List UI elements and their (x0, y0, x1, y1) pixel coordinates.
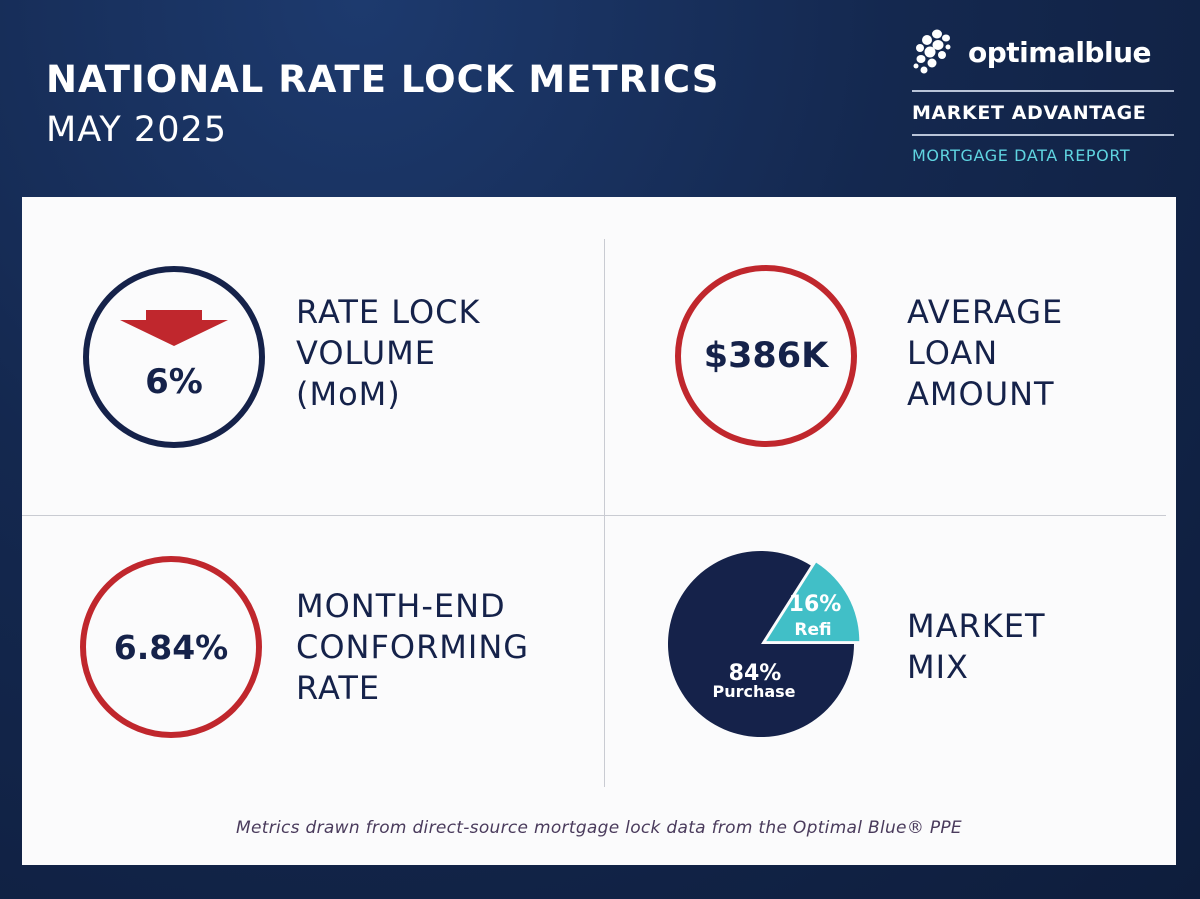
rate-label-line-1: MONTH-END (296, 587, 506, 625)
brand-logo: optimalblue (912, 26, 1174, 78)
brand-block: optimalblue MARKET ADVANTAGE MORTGAGE DA… (912, 26, 1174, 165)
vertical-divider (604, 239, 605, 787)
brand-divider (912, 90, 1174, 92)
horizontal-divider (22, 515, 1166, 516)
rate-label-line-2: CONFORMING (296, 628, 530, 666)
pie-slice-purchase (668, 551, 854, 737)
rate-value: 6.84% (113, 627, 229, 667)
rate-ring: 6.84% (80, 556, 262, 738)
loan-label-line-3: AMOUNT (907, 375, 1055, 413)
rate-label-line-3: RATE (296, 669, 381, 707)
volume-label-line-1: RATE LOCK (296, 293, 481, 331)
brand-report-type: MORTGAGE DATA REPORT (912, 146, 1131, 165)
logo-dots-icon (913, 29, 951, 74)
loan-label-line-2: LOAN (907, 334, 999, 372)
brand-name: optimalblue (968, 35, 1152, 69)
volume-value: 6% (145, 362, 203, 402)
pie-slice-refi (766, 562, 860, 642)
metrics-panel: 6% RATE LOCK VOLUME (MoM) $386K AVERAGE … (22, 197, 1176, 865)
page-title: NATIONAL RATE LOCK METRICS (46, 58, 720, 101)
loan-value: $386K (703, 336, 829, 376)
refi-name-label: Refi (794, 620, 831, 640)
loan-ring: $386K (675, 265, 857, 447)
arrow-down-icon (120, 310, 228, 346)
mix-label-line-2: MIX (907, 648, 969, 686)
rate-label: MONTH-END CONFORMING RATE (296, 586, 529, 709)
purchase-percent-label: 84% (729, 661, 782, 686)
mix-label-line-1: MARKET (907, 607, 1046, 645)
brand-divider-2 (912, 134, 1174, 136)
refi-percent-label: 16% (789, 592, 842, 617)
volume-label-line-3: (MoM) (296, 375, 401, 413)
purchase-name-label: Purchase (712, 682, 795, 701)
market-mix-pie-chart: 16% Refi 84%Purchase (668, 551, 860, 737)
loan-label: AVERAGE LOAN AMOUNT (907, 292, 1063, 415)
volume-label: RATE LOCK VOLUME (MoM) (296, 292, 480, 415)
page-subtitle: MAY 2025 (46, 110, 228, 150)
mix-label: MARKET MIX (907, 606, 1045, 688)
footnote: Metrics drawn from direct-source mortgag… (236, 818, 962, 838)
volume-label-line-2: VOLUME (296, 334, 436, 372)
brand-tagline: MARKET ADVANTAGE (912, 102, 1147, 124)
loan-label-line-1: AVERAGE (907, 293, 1064, 331)
volume-ring: 6% (83, 266, 265, 448)
